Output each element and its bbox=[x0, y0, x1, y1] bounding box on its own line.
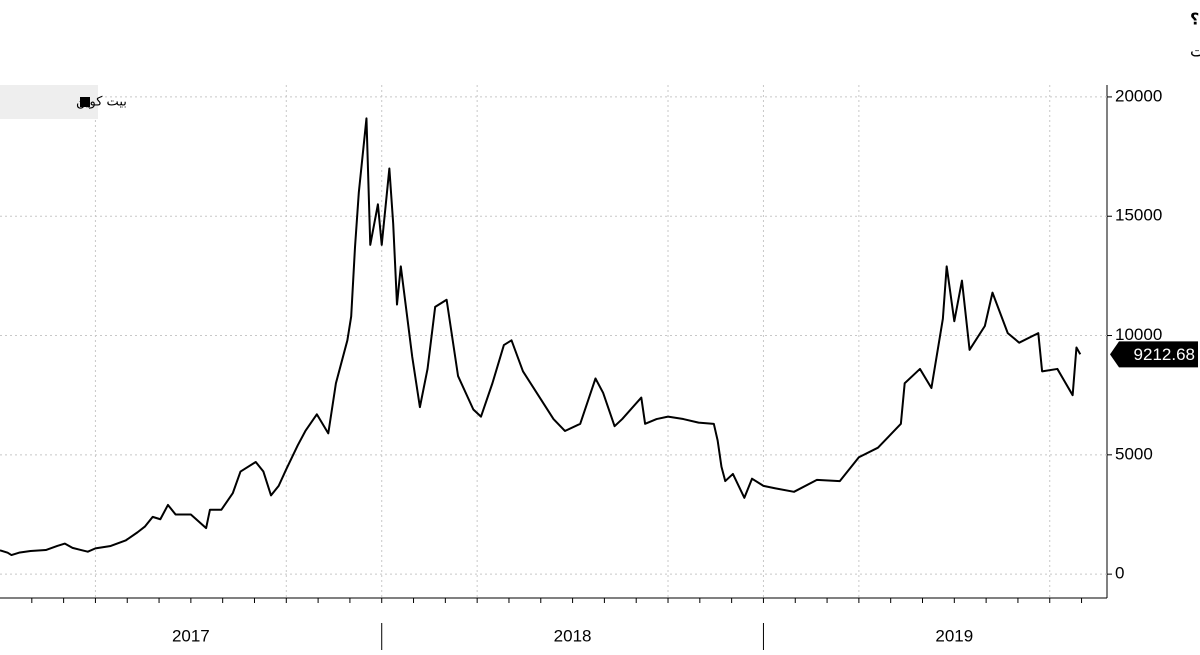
y-tick-label: 10000 bbox=[1115, 325, 1162, 344]
y-tick-label: 15000 bbox=[1115, 206, 1162, 225]
price-line bbox=[0, 117, 1082, 557]
last-value-tag bbox=[1110, 341, 1198, 368]
legend: بیت کوین bbox=[0, 85, 127, 119]
legend-swatch bbox=[80, 97, 90, 107]
last-value-label: 9212.68 bbox=[1134, 345, 1195, 364]
y-tick-label: 20000 bbox=[1115, 86, 1162, 105]
chart-title: آیا دستکاری در بازار موجب افزایش قیمت بی… bbox=[1190, 9, 1200, 29]
y-tick-label: 5000 bbox=[1115, 444, 1153, 463]
x-tick-label: 2018 bbox=[554, 626, 592, 645]
x-tick-label: 2019 bbox=[935, 626, 973, 645]
x-tick-label: 2017 bbox=[172, 626, 210, 645]
chart-subtitle: محققان ادعا می‌کنند که پس از کاهش قیمت ب… bbox=[1190, 42, 1200, 62]
y-tick-label: 0 bbox=[1115, 564, 1124, 583]
legend-label: بیت کوین bbox=[76, 95, 127, 110]
